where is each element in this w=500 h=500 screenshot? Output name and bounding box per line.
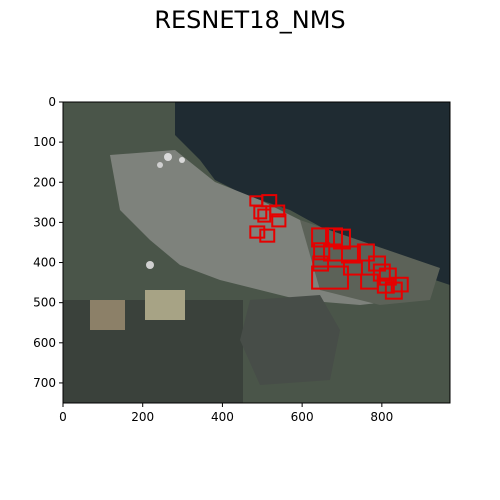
y-tick-label: 100 [33, 135, 56, 149]
y-tick-label: 300 [33, 215, 56, 229]
detection-box [378, 267, 397, 286]
detection-box [390, 276, 409, 293]
detection-box [372, 263, 391, 282]
x-tick-label: 800 [370, 410, 393, 424]
y-tick-label: 500 [33, 296, 56, 310]
detection-box [340, 245, 361, 264]
detection-boxes [249, 194, 409, 300]
detection-box [311, 227, 330, 248]
detection-box [313, 242, 331, 261]
y-tick-label: 600 [33, 336, 56, 350]
detection-box [356, 243, 375, 262]
detection-box [312, 255, 330, 272]
y-tick-label: 0 [48, 95, 56, 109]
y-tick-label: 400 [33, 256, 56, 270]
x-tick-label: 400 [211, 410, 234, 424]
x-tick-label: 200 [131, 410, 154, 424]
detection-box [249, 225, 266, 239]
y-tick-label: 700 [33, 376, 56, 390]
plot-frame [62, 101, 451, 404]
x-tick-label: 600 [291, 410, 314, 424]
detection-box [368, 255, 387, 272]
axes: 0 200 400 600 800 0 100 200 300 400 500 600 700 [33, 95, 451, 424]
detection-box [269, 204, 286, 218]
chart-title: RESNET18_NMS [154, 6, 346, 34]
detection-box [259, 228, 276, 243]
detection-box [253, 205, 268, 220]
x-tick-label: 0 [59, 410, 67, 424]
detection-box [342, 259, 363, 276]
detection-box [271, 213, 287, 228]
detection-box [311, 265, 349, 290]
y-tick-label: 200 [33, 175, 56, 189]
satellite-image [63, 102, 450, 403]
